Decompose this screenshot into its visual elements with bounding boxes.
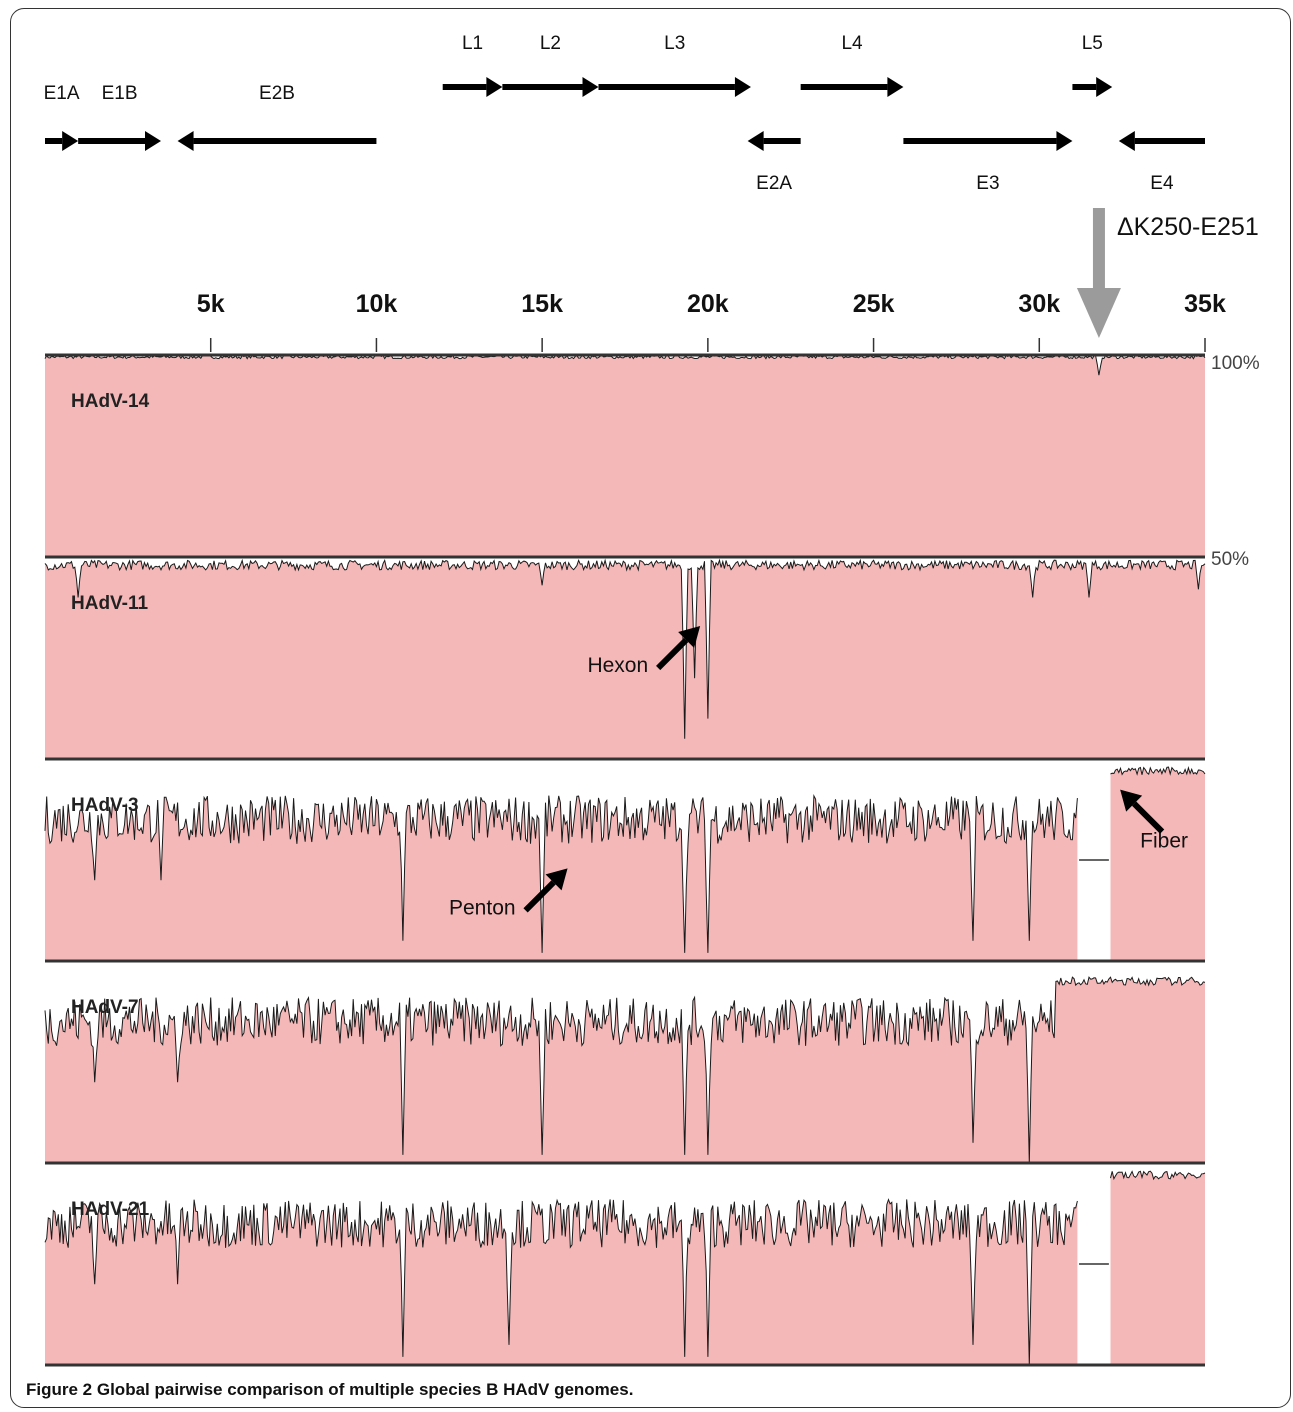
gene-e2b: E2B <box>177 83 377 151</box>
identity-line <box>44 354 1206 376</box>
gene-arrow-head <box>747 131 764 151</box>
gene-label: L3 <box>664 33 685 54</box>
panel-hadv-7: HAdV-7 <box>44 959 1206 1164</box>
identity-line <box>44 1198 1078 1366</box>
identity-line <box>44 794 1078 953</box>
gene-label: E1A <box>44 83 80 104</box>
annotations: Hexon Penton Fiber <box>449 626 1188 919</box>
deletion-marker: ΔK250-E251 <box>1076 208 1259 338</box>
identity-panels: HAdV-14 HAdV-11 HAdV-3 HAdV-7 HAdV-21 100% 50% <box>44 353 1260 1367</box>
gene-label: E2A <box>756 173 792 194</box>
gene-e3: E3 <box>903 131 1073 194</box>
gene-l5: L5 <box>1072 33 1113 97</box>
gene-e1b: E1B <box>78 83 161 151</box>
gene-arrow-head <box>177 131 194 151</box>
annotation-hexon: Hexon <box>587 626 701 677</box>
panel-hadv-3: HAdV-3 <box>44 757 1206 961</box>
annotation-label: Fiber <box>1140 830 1188 853</box>
x-tick-label: 20k <box>687 290 729 318</box>
annotation-arrow-head <box>678 626 701 648</box>
gene-l1: L1 <box>442 33 503 97</box>
identity-line <box>1110 1170 1206 1181</box>
caption-text: Global pairwise comparison of multiple s… <box>96 1380 634 1399</box>
panel-hadv-14: HAdV-14 <box>44 353 1206 557</box>
annotation-arrow-shaft <box>656 637 689 671</box>
annotation-arrow-shaft <box>523 880 556 913</box>
x-tick-10k: 10k <box>356 290 398 352</box>
x-tick-20k: 20k <box>687 290 729 352</box>
gene-map: E1A E1B E2B L1 L2 L3 L4 L5 E2A E3 E4 ΔK250-E251 <box>44 33 1259 338</box>
series-label: HAdV-7 <box>71 997 139 1018</box>
gene-label: E3 <box>976 173 999 194</box>
x-tick-label: 15k <box>521 290 563 318</box>
gene-label: L1 <box>462 33 483 54</box>
x-tick-15k: 15k <box>521 290 563 352</box>
annotation-label: Penton <box>449 896 516 919</box>
gene-label: E2B <box>259 83 295 104</box>
gene-l4: L4 <box>800 33 904 97</box>
identity-line <box>1110 765 1206 776</box>
x-tick-label: 35k <box>1184 290 1226 318</box>
x-tick-label: 25k <box>853 290 895 318</box>
x-tick-label: 10k <box>356 290 398 318</box>
gene-l3: L3 <box>598 33 751 97</box>
gene-label: E4 <box>1150 173 1174 194</box>
x-tick-5k: 5k <box>197 290 225 352</box>
y-tick-label-50: 50% <box>1211 549 1249 570</box>
identity-line <box>44 976 1206 1164</box>
gene-label: L5 <box>1082 33 1103 54</box>
x-tick-30k: 30k <box>1018 290 1060 352</box>
gene-arrow-head <box>582 77 599 97</box>
annotation-arrow-head <box>1120 789 1143 812</box>
gene-arrow-head <box>887 77 904 97</box>
annotation-fiber: Fiber <box>1120 789 1188 853</box>
identity-line <box>44 558 1206 739</box>
x-tick-label: 5k <box>197 290 225 318</box>
gene-e2a: E2A <box>747 131 801 194</box>
y-tick-label-100: 100% <box>1211 353 1260 374</box>
series-label: HAdV-14 <box>71 391 150 412</box>
identity-area <box>1110 767 1205 961</box>
figure-caption: Figure 2 Global pairwise comparison of m… <box>26 1380 633 1400</box>
x-tick-35k: 35k <box>1184 290 1226 352</box>
gene-e1a: E1A <box>44 83 80 151</box>
annotation-arrow-shaft <box>1132 801 1165 834</box>
identity-area <box>1110 1171 1205 1365</box>
identity-area <box>45 560 1205 759</box>
series-label: HAdV-21 <box>71 1199 150 1220</box>
caption-label: Figure 2 <box>26 1380 93 1399</box>
deletion-arrow-shaft <box>1092 208 1105 288</box>
gene-arrow-head <box>62 131 79 151</box>
series-label: HAdV-11 <box>71 593 149 614</box>
gene-label: L2 <box>540 33 561 54</box>
gene-label: E1B <box>102 83 138 104</box>
series-label: HAdV-3 <box>71 795 139 816</box>
deletion-arrow-head <box>1076 288 1121 338</box>
deletion-label: ΔK250-E251 <box>1117 213 1259 241</box>
x-axis: 5k 10k 15k 20k 25k 30k 35k <box>197 290 1226 352</box>
identity-area <box>45 355 1205 557</box>
annotation-penton: Penton <box>449 868 568 919</box>
gene-arrow-head <box>1118 131 1135 151</box>
gene-arrow-head <box>1056 131 1073 151</box>
gene-e4: E4 <box>1118 131 1205 194</box>
gene-label: L4 <box>841 33 863 54</box>
gene-arrow-head <box>145 131 161 151</box>
gene-arrow-head <box>486 77 503 97</box>
x-tick-25k: 25k <box>853 290 895 352</box>
gene-arrow-head <box>734 77 751 97</box>
gene-arrow-head <box>1096 77 1113 97</box>
x-tick-label: 30k <box>1018 290 1060 318</box>
panel-hadv-21: HAdV-21 <box>44 1161 1206 1366</box>
panel-hadv-11: HAdV-11 <box>44 555 1206 759</box>
annotation-arrow-head <box>545 868 568 891</box>
annotation-label: Hexon <box>587 654 648 677</box>
gene-l2: L2 <box>502 33 599 97</box>
identity-area <box>45 1199 1078 1365</box>
identity-area <box>45 977 1205 1163</box>
